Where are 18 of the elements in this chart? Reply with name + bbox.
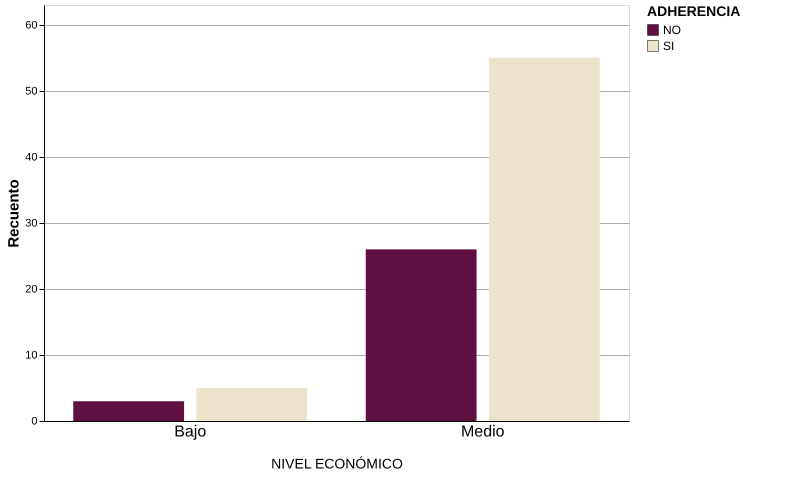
legend-label: SI [663, 39, 674, 53]
bar [196, 388, 308, 421]
legend-title: ADHERENCIA [647, 3, 740, 19]
bar [488, 58, 600, 421]
x-tick-label: Medio [460, 424, 505, 440]
legend-label: NO [663, 23, 681, 37]
y-tick-label: 0 [31, 416, 38, 428]
y-tick-label: 10 [25, 349, 38, 362]
bar [366, 249, 477, 421]
y-tick-label: 60 [25, 19, 38, 32]
y-tick-label: 30 [25, 217, 38, 230]
x-axis-title: NIVEL ECONÓMICO [271, 456, 403, 472]
y-tick-label: 50 [25, 85, 38, 98]
x-tick-label: Bajo [174, 424, 206, 440]
y-axis-title: Recuento [5, 179, 22, 248]
bar [73, 401, 184, 421]
y-tick-label: 20 [25, 283, 38, 296]
y-tick-label: 40 [25, 151, 38, 164]
